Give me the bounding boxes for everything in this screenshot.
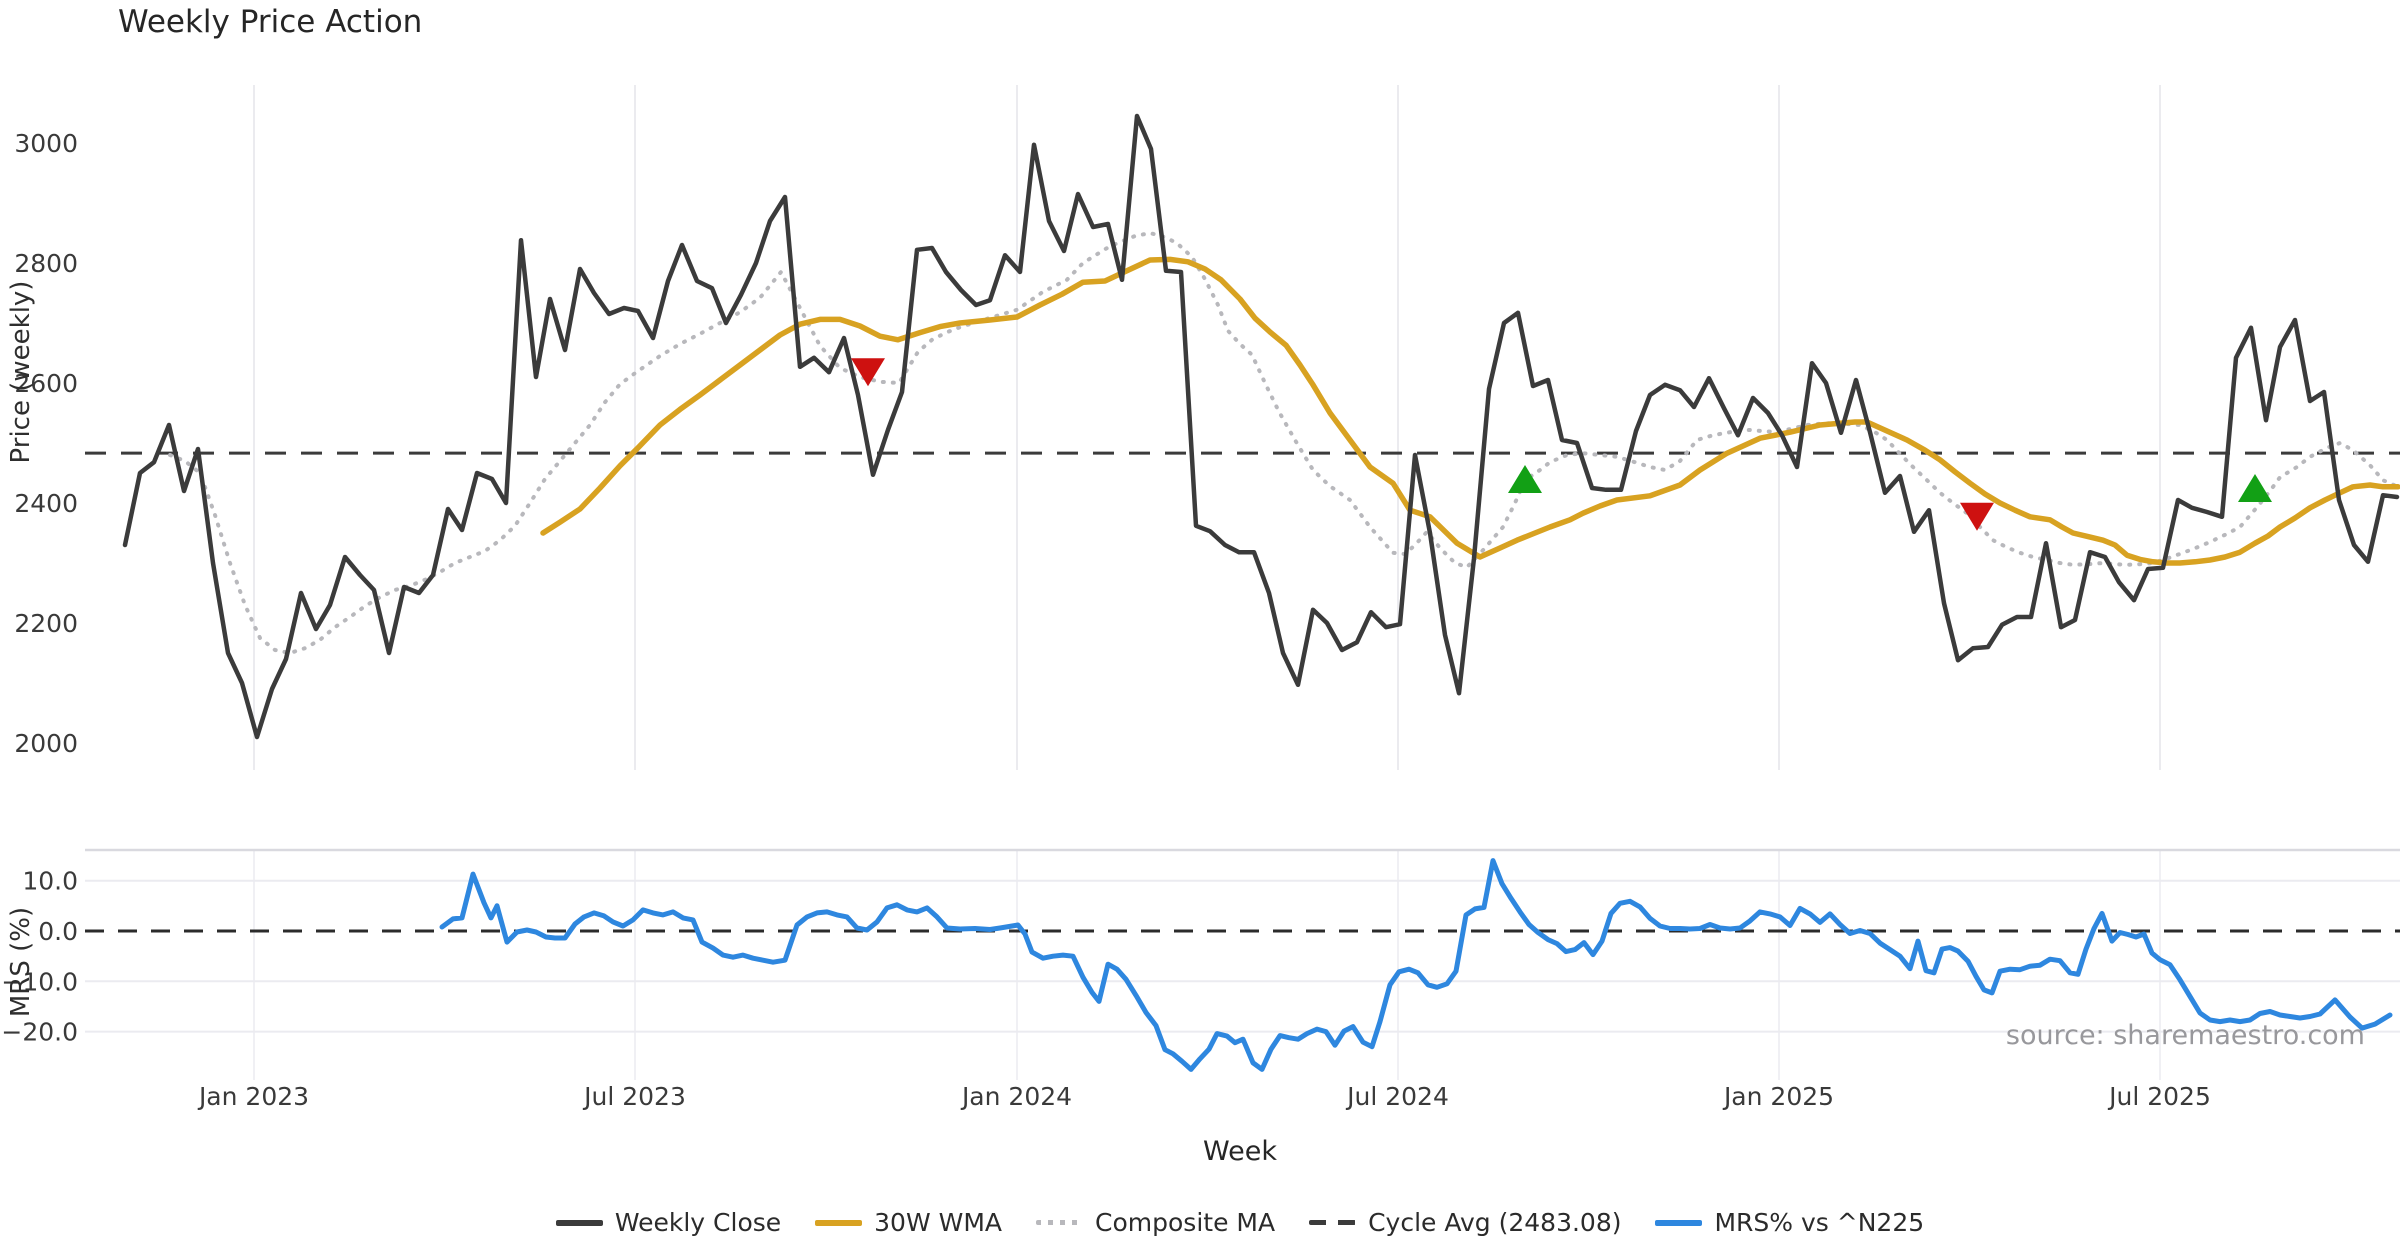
x-tick-label: Jul 2023 [582,1082,686,1111]
legend-swatch-dashed [1309,1220,1357,1225]
mrs-y-tick-label: 10.0 [22,867,78,896]
legend-label: MRS% vs ^N225 [1714,1208,1925,1237]
price-y-tick-label: 3000 [14,129,78,158]
legend-swatch-solid [815,1219,863,1226]
x-tick-label: Jan 2025 [1722,1082,1834,1111]
triangle-up-marker [2238,474,2272,502]
series-mrs-vs-n225 [439,858,2393,1072]
legend-label: Cycle Avg (2483.08) [1368,1208,1622,1237]
triangle-down-marker [1960,502,1994,531]
legend-item: 30W WMA [815,1208,1002,1237]
x-axis-label: Week [1203,1136,1277,1167]
series-weekly-close [122,113,2400,740]
x-tick-label: Jan 2024 [960,1082,1072,1111]
x-tick-label: Jan 2023 [197,1082,309,1111]
x-tick-label: Jul 2025 [2107,1082,2211,1111]
mrs-y-tick-label: −10.0 [1,967,78,996]
price-y-tick-label: 2800 [14,249,78,278]
price-y-axis-label: Price (weekly) [6,280,36,464]
legend-swatch-solid [555,1219,603,1226]
price-y-tick-label: 2600 [14,369,78,398]
legend-item: Composite MA [1036,1208,1275,1237]
legend-label: Weekly Close [614,1208,782,1237]
series-30w-wma [540,256,2400,566]
legend-label: Composite MA [1095,1208,1276,1237]
legend-item: Cycle Avg (2483.08) [1309,1208,1621,1237]
page-title: Weekly Price Action [118,4,423,40]
legend-label: 30W WMA [874,1208,1003,1237]
legend-item: MRS% vs ^N225 [1655,1208,1924,1237]
legend: Weekly Close 30W WMA Composite MA Cycle Avg… [0,1208,2400,1237]
legend-swatch-dotted [1036,1220,1084,1225]
legend-swatch-solid [1655,1219,1703,1226]
source-watermark: source: sharemaestro.com [2005,1020,2365,1051]
triangle-up-marker [1508,465,1542,493]
mrs-y-tick-label: −20.0 [1,1018,78,1047]
price-y-tick-label: 2000 [14,729,78,758]
legend-item: Weekly Close [555,1208,782,1237]
triangle-down-marker [851,358,885,387]
mrs-y-tick-label: 0.0 [38,917,78,946]
mrs-y-axis-label: MRS (%) [6,906,36,1018]
series-composite-ma [168,231,2400,655]
x-tick-label: Jul 2024 [1345,1082,1449,1111]
price-y-tick-label: 2200 [14,609,78,638]
price-y-tick-label: 2400 [14,489,78,518]
